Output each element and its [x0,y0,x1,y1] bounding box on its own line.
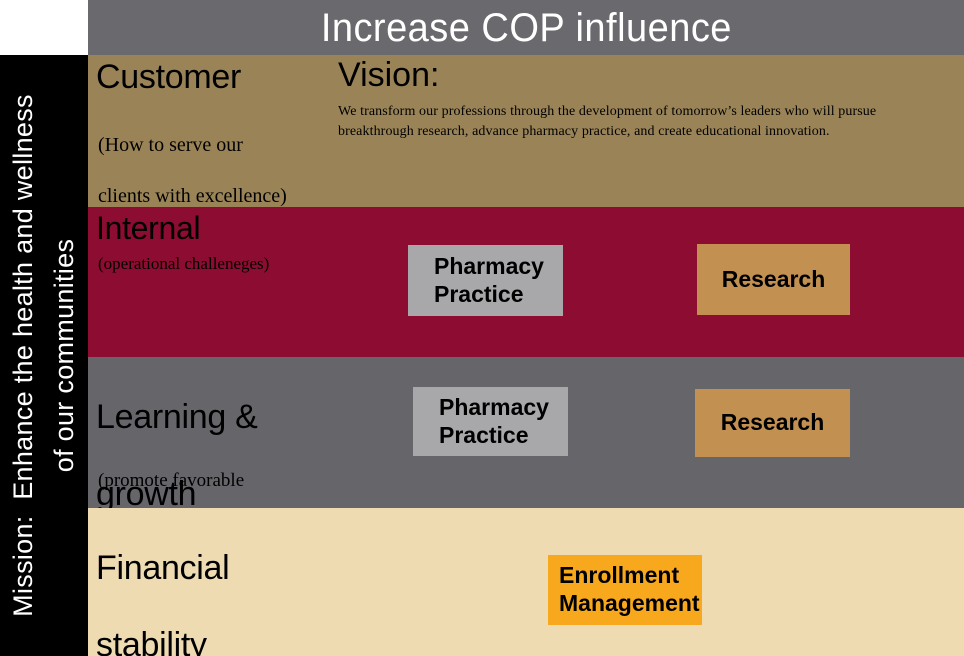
internal-subtitle: (operational challeneges) [98,254,270,273]
vision-title: Vision: [338,56,440,94]
research-label: Research [720,409,825,436]
mission-text: Mission: Enhance the health and wellness… [0,55,88,656]
research-box-internal: Research [697,244,850,315]
customer-subtitle: (How to serve our clients with excellenc… [98,107,287,235]
internal-row: Internal (operational challeneges) Pharm… [88,207,964,357]
financial-title-line-1: Financial [96,549,230,588]
vision-block: Vision: We transform our professions thr… [338,56,938,142]
pharmacy-practice-box-learning: Pharmacy Practice [413,387,568,456]
learning-growth-title: Learning & growth [96,360,258,552]
research-box-learning: Research [695,389,850,457]
customer-row: Customer (How to serve our clients with … [88,55,964,207]
top-banner: Increase COP influence [88,0,964,55]
pharmacy-practice-box-internal: Pharmacy Practice [408,245,563,316]
pharmacy-practice-label: Pharmacy Practice [434,252,544,307]
learning-growth-title-line-1: Learning & [96,398,258,437]
financial-title: Financial stability [96,511,230,656]
mission-line-2: of our communities [49,238,79,473]
financial-row: Financial stability Enrollment Managemen… [88,508,964,656]
learning-growth-title-line-2: growth [96,475,197,514]
customer-title: Customer [96,58,241,96]
mission-sidebar: Mission: Enhance the health and wellness… [0,55,88,656]
customer-subtitle-line-1: (How to serve our [98,133,243,156]
internal-title: Internal [96,210,201,246]
enrollment-management-label: Enrollment Management [559,562,700,616]
pharmacy-practice-label: Pharmacy Practice [439,393,549,448]
research-label: Research [721,265,826,292]
top-banner-title: Increase COP influence [320,5,732,50]
learning-growth-subtitle-line-1: (promote favorable [98,470,245,492]
enrollment-management-box: Enrollment Management [548,555,702,625]
mission-line-1: Mission: Enhance the health and wellness [8,94,38,617]
financial-title-line-2: stability [96,626,207,656]
vision-body: We transform our professions through the… [338,104,877,140]
customer-subtitle-line-2: clients with excellence) [98,184,287,207]
learning-growth-row: Learning & growth (promote favorable env… [88,357,964,540]
corner-spacer [0,0,88,55]
